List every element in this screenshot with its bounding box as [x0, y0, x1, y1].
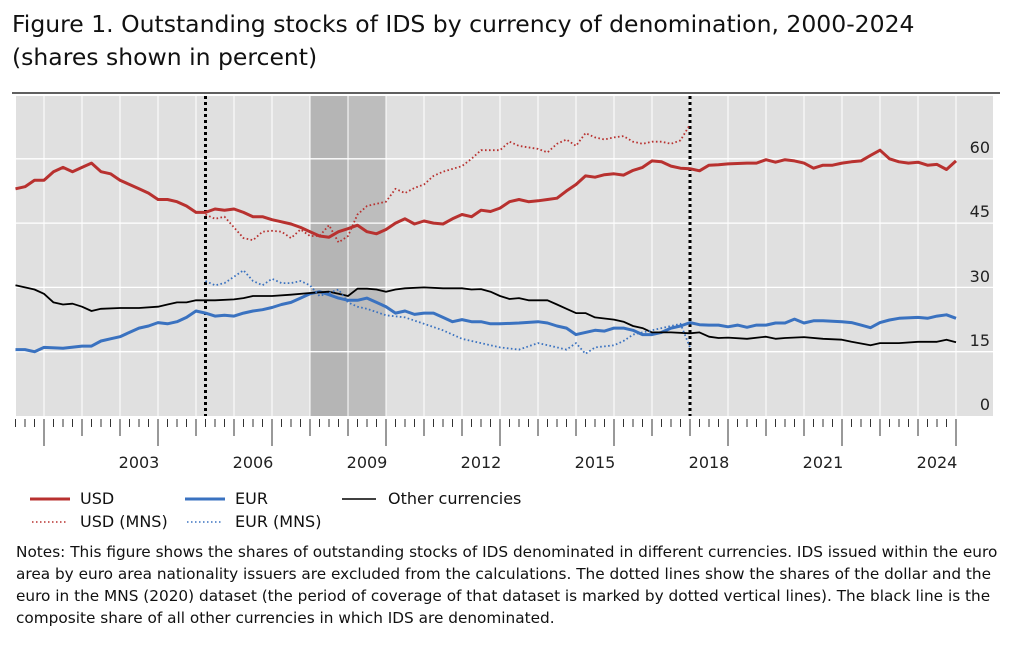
legend-swatch-usd-mns — [32, 520, 68, 523]
y-tick-label: 15 — [970, 331, 990, 350]
x-tick-label: 2015 — [575, 453, 616, 472]
series-line-usd — [15, 148, 958, 239]
recession-shade — [348, 96, 386, 416]
plot-background — [16, 96, 993, 416]
legend-swatch-usd — [30, 497, 70, 500]
legend-swatch-eur — [185, 497, 225, 500]
legend-eur-mns: EUR (MNS) — [185, 512, 321, 531]
legend-usd-mns: USD (MNS) — [30, 512, 168, 531]
subtitle-text: (shares shown in percent) — [12, 43, 318, 71]
legend-other: Other currencies — [338, 489, 521, 508]
y-tick-label: 30 — [970, 267, 990, 286]
x-tick-label: 2006 — [233, 453, 274, 472]
x-tick-label: 2024 — [917, 453, 958, 472]
x-tick-label: 2012 — [461, 453, 502, 472]
line-chart: 0 15 30 45 60 2003 2006 2009 2012 2015 2… — [12, 92, 1000, 472]
legend-label: Other currencies — [388, 489, 522, 508]
series-line-other-currencies — [15, 284, 957, 347]
y-tick-label: 60 — [970, 138, 990, 157]
series-line-usd-mns — [205, 124, 691, 244]
x-tick-label: 2003 — [119, 453, 160, 472]
title-text: Figure 1. Outstanding stocks of IDS by c… — [12, 10, 915, 38]
figure-notes: Notes: This figure shows the shares of o… — [16, 543, 998, 627]
recession-shade — [310, 96, 348, 416]
legend-label: USD — [80, 489, 115, 508]
legend-swatch-other — [342, 497, 376, 500]
x-tick-label: 2018 — [689, 453, 730, 472]
series-line-eur — [15, 290, 957, 354]
y-tick-label: 45 — [970, 202, 990, 221]
legend-label: USD (MNS) — [80, 512, 168, 531]
y-tick-label: 0 — [980, 395, 990, 414]
x-tick-label: 2021 — [803, 453, 844, 472]
figure-title: Figure 1. Outstanding stocks of IDS by c… — [12, 8, 1012, 74]
x-tick-label: 2009 — [347, 453, 388, 472]
series-line-eur-mns — [205, 269, 691, 355]
legend-label: EUR (MNS) — [235, 512, 322, 531]
legend-eur: EUR — [185, 489, 268, 508]
legend-label: EUR — [235, 489, 268, 508]
legend-swatch-eur-mns — [187, 520, 223, 523]
legend-usd: USD — [30, 489, 114, 508]
